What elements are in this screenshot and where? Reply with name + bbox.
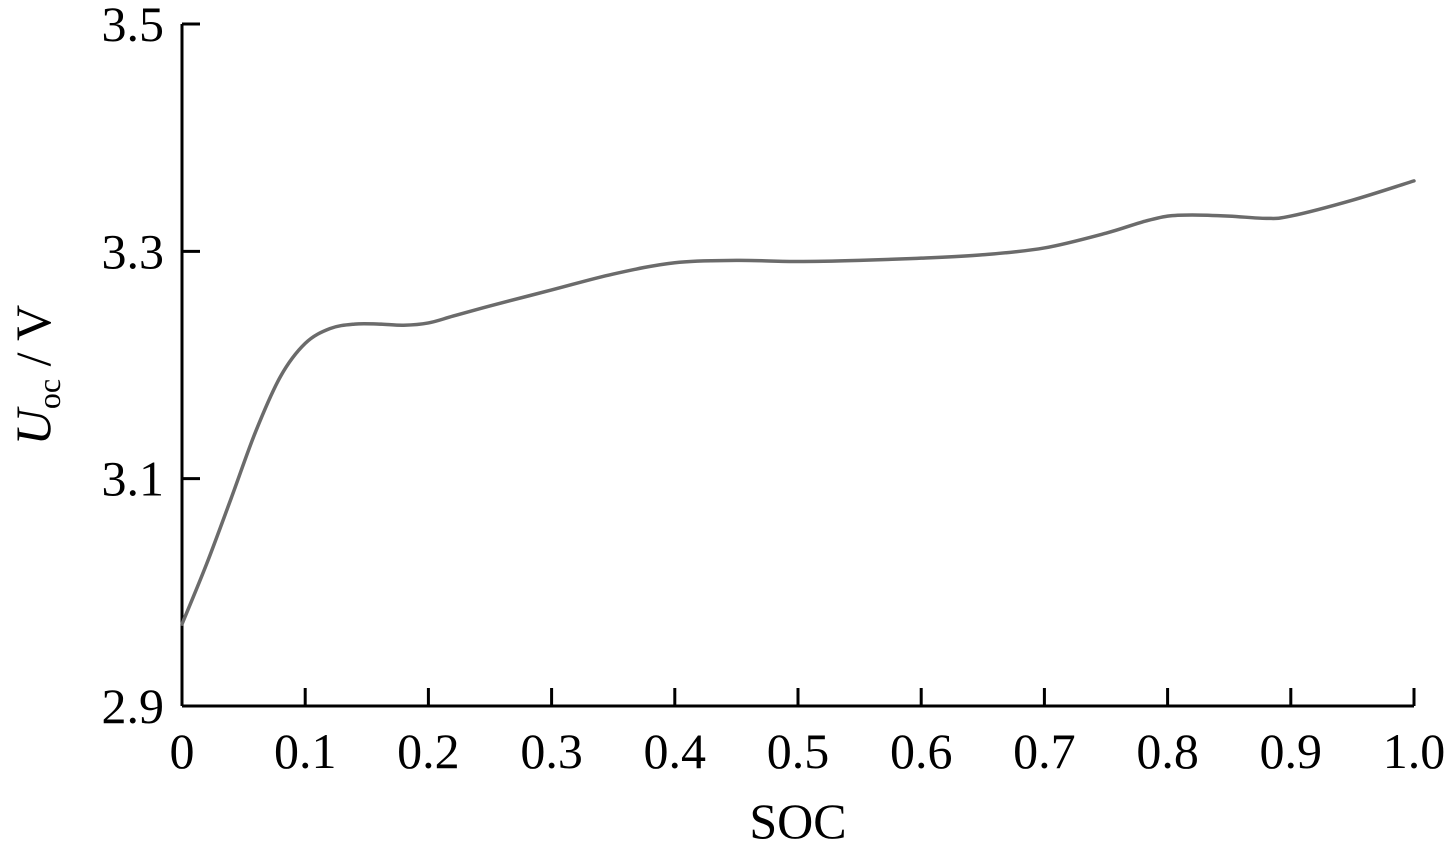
y-axis-title: Uoc / V <box>5 305 67 445</box>
y-tick-label: 2.9 <box>102 678 165 734</box>
y-tick-label: 3.3 <box>102 223 165 279</box>
x-tick-label: 0.6 <box>890 723 953 779</box>
series-layer <box>180 179 1416 626</box>
y-axis-title-unit: / V <box>5 305 61 379</box>
x-tick-label: 0 <box>170 723 195 779</box>
x-axis-title: SOC <box>749 793 846 849</box>
x-tick-label: 0.4 <box>644 723 707 779</box>
x-tick-label: 0.5 <box>767 723 830 779</box>
x-tick-label: 0.3 <box>520 723 583 779</box>
x-tick-label: 1.0 <box>1383 723 1446 779</box>
y-axis-title-subscript: oc <box>31 379 67 409</box>
x-tick-label: 0.9 <box>1260 723 1323 779</box>
y-tick-label: 3.5 <box>102 0 165 52</box>
axes <box>180 24 1414 708</box>
uoc-soc-line <box>180 179 1416 626</box>
y-tick-label: 3.1 <box>102 451 165 507</box>
ticks: 0 0.1 0.2 0.3 0.4 0.5 0.6 0.7 0.8 0.9 1.0 2.9 3.1 3.3… <box>102 0 1446 779</box>
x-tick-label: 0.2 <box>397 723 460 779</box>
x-tick-label: 0.7 <box>1013 723 1076 779</box>
y-axis-title-symbol: U <box>5 406 61 445</box>
x-tick-label: 0.1 <box>274 723 337 779</box>
x-tick-label: 0.8 <box>1136 723 1199 779</box>
